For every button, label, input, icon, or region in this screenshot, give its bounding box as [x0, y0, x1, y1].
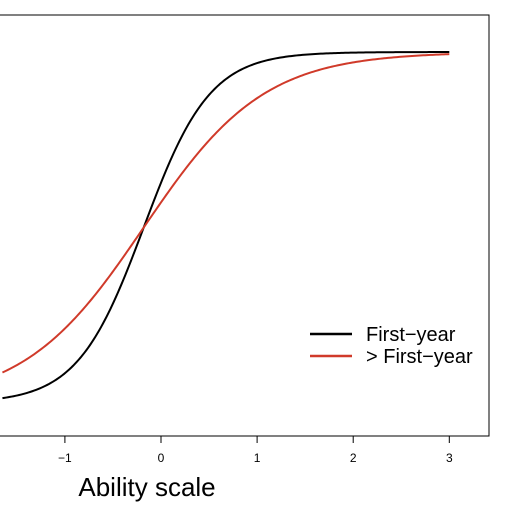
x-tick-label: 3 [446, 451, 453, 465]
x-axis-label: Ability scale [78, 472, 215, 502]
x-axis: −1 0 1 2 3 [58, 435, 453, 465]
x-tick-label: 1 [254, 451, 261, 465]
series-line-1 [2, 51, 450, 400]
legend-label-2: > First−year [366, 346, 473, 368]
x-tick-label: 2 [350, 451, 357, 465]
series-line-2 [2, 53, 450, 374]
x-tick-label: 0 [158, 451, 165, 465]
x-tick-label: −1 [58, 451, 72, 465]
legend: First−year> First−year [310, 324, 473, 368]
curves [2, 51, 450, 400]
legend-label-1: First−year [366, 324, 456, 346]
plot-frame [0, 14, 490, 437]
